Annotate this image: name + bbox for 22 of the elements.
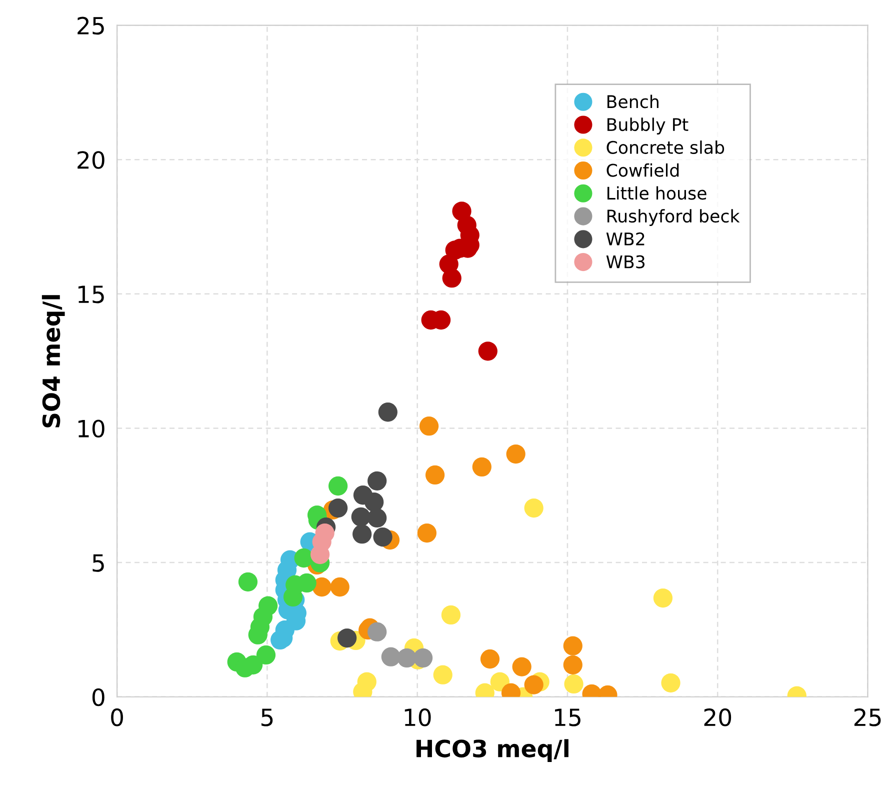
x-tick-label: 25: [854, 708, 881, 726]
x-tick-label: 20: [704, 708, 732, 726]
legend-label: Bench: [607, 94, 658, 108]
legend-label: Little house: [607, 186, 706, 200]
y-tick-label: 20: [78, 151, 104, 169]
x-tick-label: 15: [555, 708, 580, 726]
y-tick-label: 0: [92, 688, 104, 706]
x-axis-title: HCO3 meq/l: [416, 739, 568, 762]
legend-label: Cowfield: [606, 163, 679, 177]
y-tick-label: 5: [92, 554, 104, 572]
legend-label: Concrete slab: [606, 140, 724, 154]
x-tick-label: 10: [404, 708, 431, 726]
x-tick-label: 0: [111, 708, 123, 726]
legend-label: WB3: [606, 255, 645, 268]
x-tick-label: 5: [261, 708, 273, 726]
y-tick-label: 10: [78, 420, 104, 438]
y-tick-label: 15: [78, 286, 104, 304]
y-axis-title: SO4 meq/l: [42, 295, 65, 428]
y-tick-label: 25: [78, 16, 104, 35]
legend-label: Rushyford beck: [607, 209, 740, 226]
legend-label: WB2: [606, 232, 644, 246]
legend-label: Bubbly Pt: [607, 118, 688, 134]
